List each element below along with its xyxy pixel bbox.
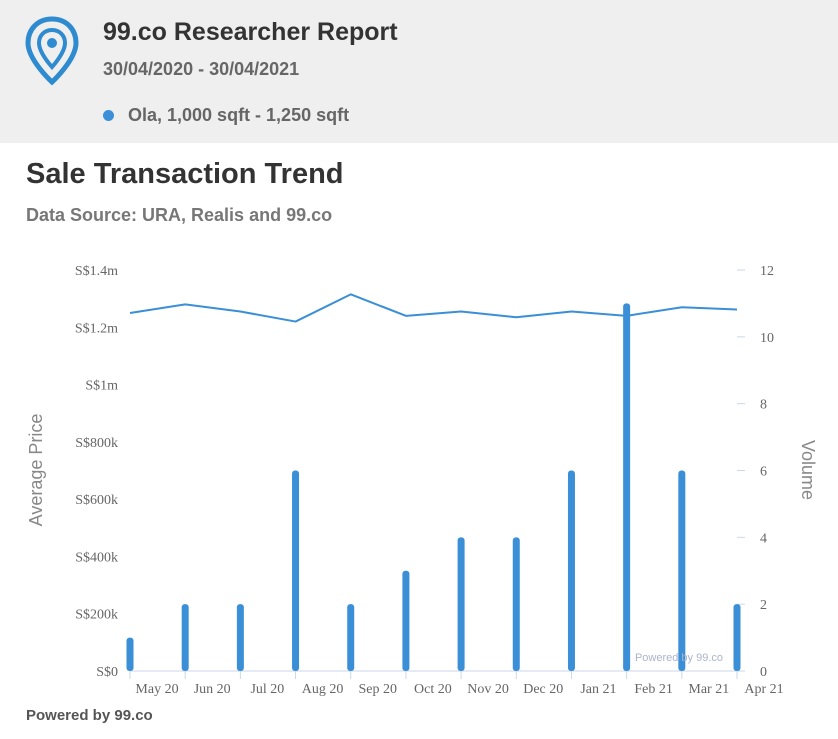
legend-label: Ola, 1,000 sqft - 1,250 sqft (128, 105, 350, 125)
volume-bar (347, 604, 355, 671)
volume-bar (678, 470, 686, 671)
report-header: 99.co Researcher Report 30/04/2020 - 30/… (0, 0, 838, 143)
y-left-tick-label: S$1m (85, 379, 118, 394)
y-right-tick-label: 10 (760, 331, 774, 346)
y-right-tick-label: 4 (760, 531, 767, 546)
legend-dot-icon (103, 110, 114, 121)
y-left-tick-label: S$400k (75, 550, 118, 565)
y-left-tick-label: S$800k (75, 436, 118, 451)
volume-bar (512, 537, 520, 671)
x-tick-label: Mar 21 (688, 682, 729, 697)
y-left-tick-label: S$200k (75, 608, 118, 623)
chart-watermark: Powered by 99.co (635, 652, 723, 664)
volume-bar (457, 537, 465, 671)
y-left-tick-label: S$600k (75, 493, 118, 508)
volume-bar (402, 570, 410, 671)
legend-item[interactable]: Ola, 1,000 sqft - 1,250 sqft (103, 105, 349, 126)
x-tick-label: Sep 20 (358, 682, 397, 697)
location-pin-logo-icon (25, 16, 79, 86)
x-tick-label: Dec 20 (523, 682, 563, 697)
footer-powered-by: Powered by 99.co (26, 707, 153, 724)
y-left-tick-label: S$0 (96, 665, 118, 680)
x-tick-label: Jun 20 (194, 682, 231, 697)
sale-transaction-chart: S$0 S$200k S$400k S$600k S$800k S$1m S$1.2m S$1… (26, 264, 818, 697)
x-tick-label: Nov 20 (467, 682, 509, 697)
y-right-tick-label: 0 (760, 665, 767, 680)
y-right-tick-label: 2 (760, 598, 767, 613)
y-left-tick-label: S$1.2m (75, 321, 118, 336)
x-tick-label: Jan 21 (580, 682, 616, 697)
report-title: 99.co Researcher Report (103, 18, 398, 46)
x-tick-label: Apr 21 (744, 682, 783, 697)
x-tick-label: Jul 20 (250, 682, 284, 697)
y-left-tick-label: S$1.4m (75, 264, 118, 279)
x-tick-label: May 20 (135, 682, 178, 697)
volume-bar (733, 604, 741, 671)
y-right-axis-title: Volume (798, 440, 818, 500)
x-tick-label: Oct 20 (414, 682, 452, 697)
y-left-axis-title: Average Price (26, 414, 46, 527)
chart-subtitle: Data Source: URA, Realis and 99.co (26, 205, 333, 225)
x-tick-label: Aug 20 (302, 682, 344, 697)
volume-bar (623, 303, 631, 671)
average-price-line (129, 293, 738, 323)
y-right-tick-label: 6 (760, 465, 767, 480)
x-tick-label: Feb 21 (634, 682, 673, 697)
chart-title: Sale Transaction Trend (26, 158, 344, 190)
volume-bar (567, 470, 575, 671)
volume-bar (126, 637, 134, 671)
report-date-range: 30/04/2020 - 30/04/2021 (103, 59, 300, 79)
volume-bar (292, 470, 300, 671)
y-right-tick-label: 12 (760, 264, 774, 279)
volume-bar (236, 604, 244, 671)
volume-bar (181, 604, 189, 671)
y-right-tick-label: 8 (760, 398, 767, 413)
